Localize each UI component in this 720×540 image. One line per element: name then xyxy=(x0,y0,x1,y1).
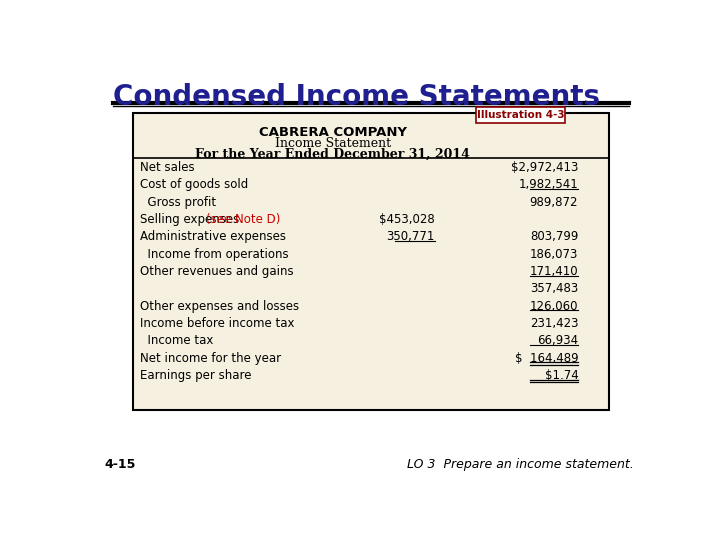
Text: Other revenues and gains: Other revenues and gains xyxy=(140,265,294,278)
Text: (see Note D): (see Note D) xyxy=(206,213,281,226)
Text: 803,799: 803,799 xyxy=(530,231,578,244)
Text: Income Statement: Income Statement xyxy=(275,137,391,150)
Text: Gross profit: Gross profit xyxy=(140,195,217,208)
Text: Net income for the year: Net income for the year xyxy=(140,352,282,365)
Text: Income tax: Income tax xyxy=(140,334,214,347)
Text: 350,771: 350,771 xyxy=(387,231,435,244)
Text: Income from operations: Income from operations xyxy=(140,248,289,261)
Text: Other expenses and losses: Other expenses and losses xyxy=(140,300,300,313)
Text: $1.74: $1.74 xyxy=(544,369,578,382)
Text: Condensed Income Statements: Condensed Income Statements xyxy=(113,83,600,111)
Text: 1,982,541: 1,982,541 xyxy=(518,178,578,191)
Text: 126,060: 126,060 xyxy=(530,300,578,313)
Text: Illustration 4-3: Illustration 4-3 xyxy=(477,110,564,120)
Text: Earnings per share: Earnings per share xyxy=(140,369,252,382)
Text: 357,483: 357,483 xyxy=(530,282,578,295)
Text: 231,423: 231,423 xyxy=(530,317,578,330)
Text: Income before income tax: Income before income tax xyxy=(140,317,295,330)
Text: LO 3  Prepare an income statement.: LO 3 Prepare an income statement. xyxy=(408,458,634,471)
Text: 186,073: 186,073 xyxy=(530,248,578,261)
Text: $2,972,413: $2,972,413 xyxy=(511,161,578,174)
FancyBboxPatch shape xyxy=(476,107,565,123)
Text: Cost of goods sold: Cost of goods sold xyxy=(140,178,248,191)
Text: CABRERA COMPANY: CABRERA COMPANY xyxy=(258,126,407,139)
Text: $453,028: $453,028 xyxy=(379,213,435,226)
Text: 66,934: 66,934 xyxy=(537,334,578,347)
Text: 4-15: 4-15 xyxy=(104,458,135,471)
FancyBboxPatch shape xyxy=(132,113,609,410)
Text: Selling expenses: Selling expenses xyxy=(140,213,243,226)
Text: 989,872: 989,872 xyxy=(530,195,578,208)
Text: Administrative expenses: Administrative expenses xyxy=(140,231,287,244)
Text: 171,410: 171,410 xyxy=(530,265,578,278)
Text: For the Year Ended December 31, 2014: For the Year Ended December 31, 2014 xyxy=(195,148,470,161)
Text: $  164,489: $ 164,489 xyxy=(515,352,578,365)
Text: Net sales: Net sales xyxy=(140,161,195,174)
